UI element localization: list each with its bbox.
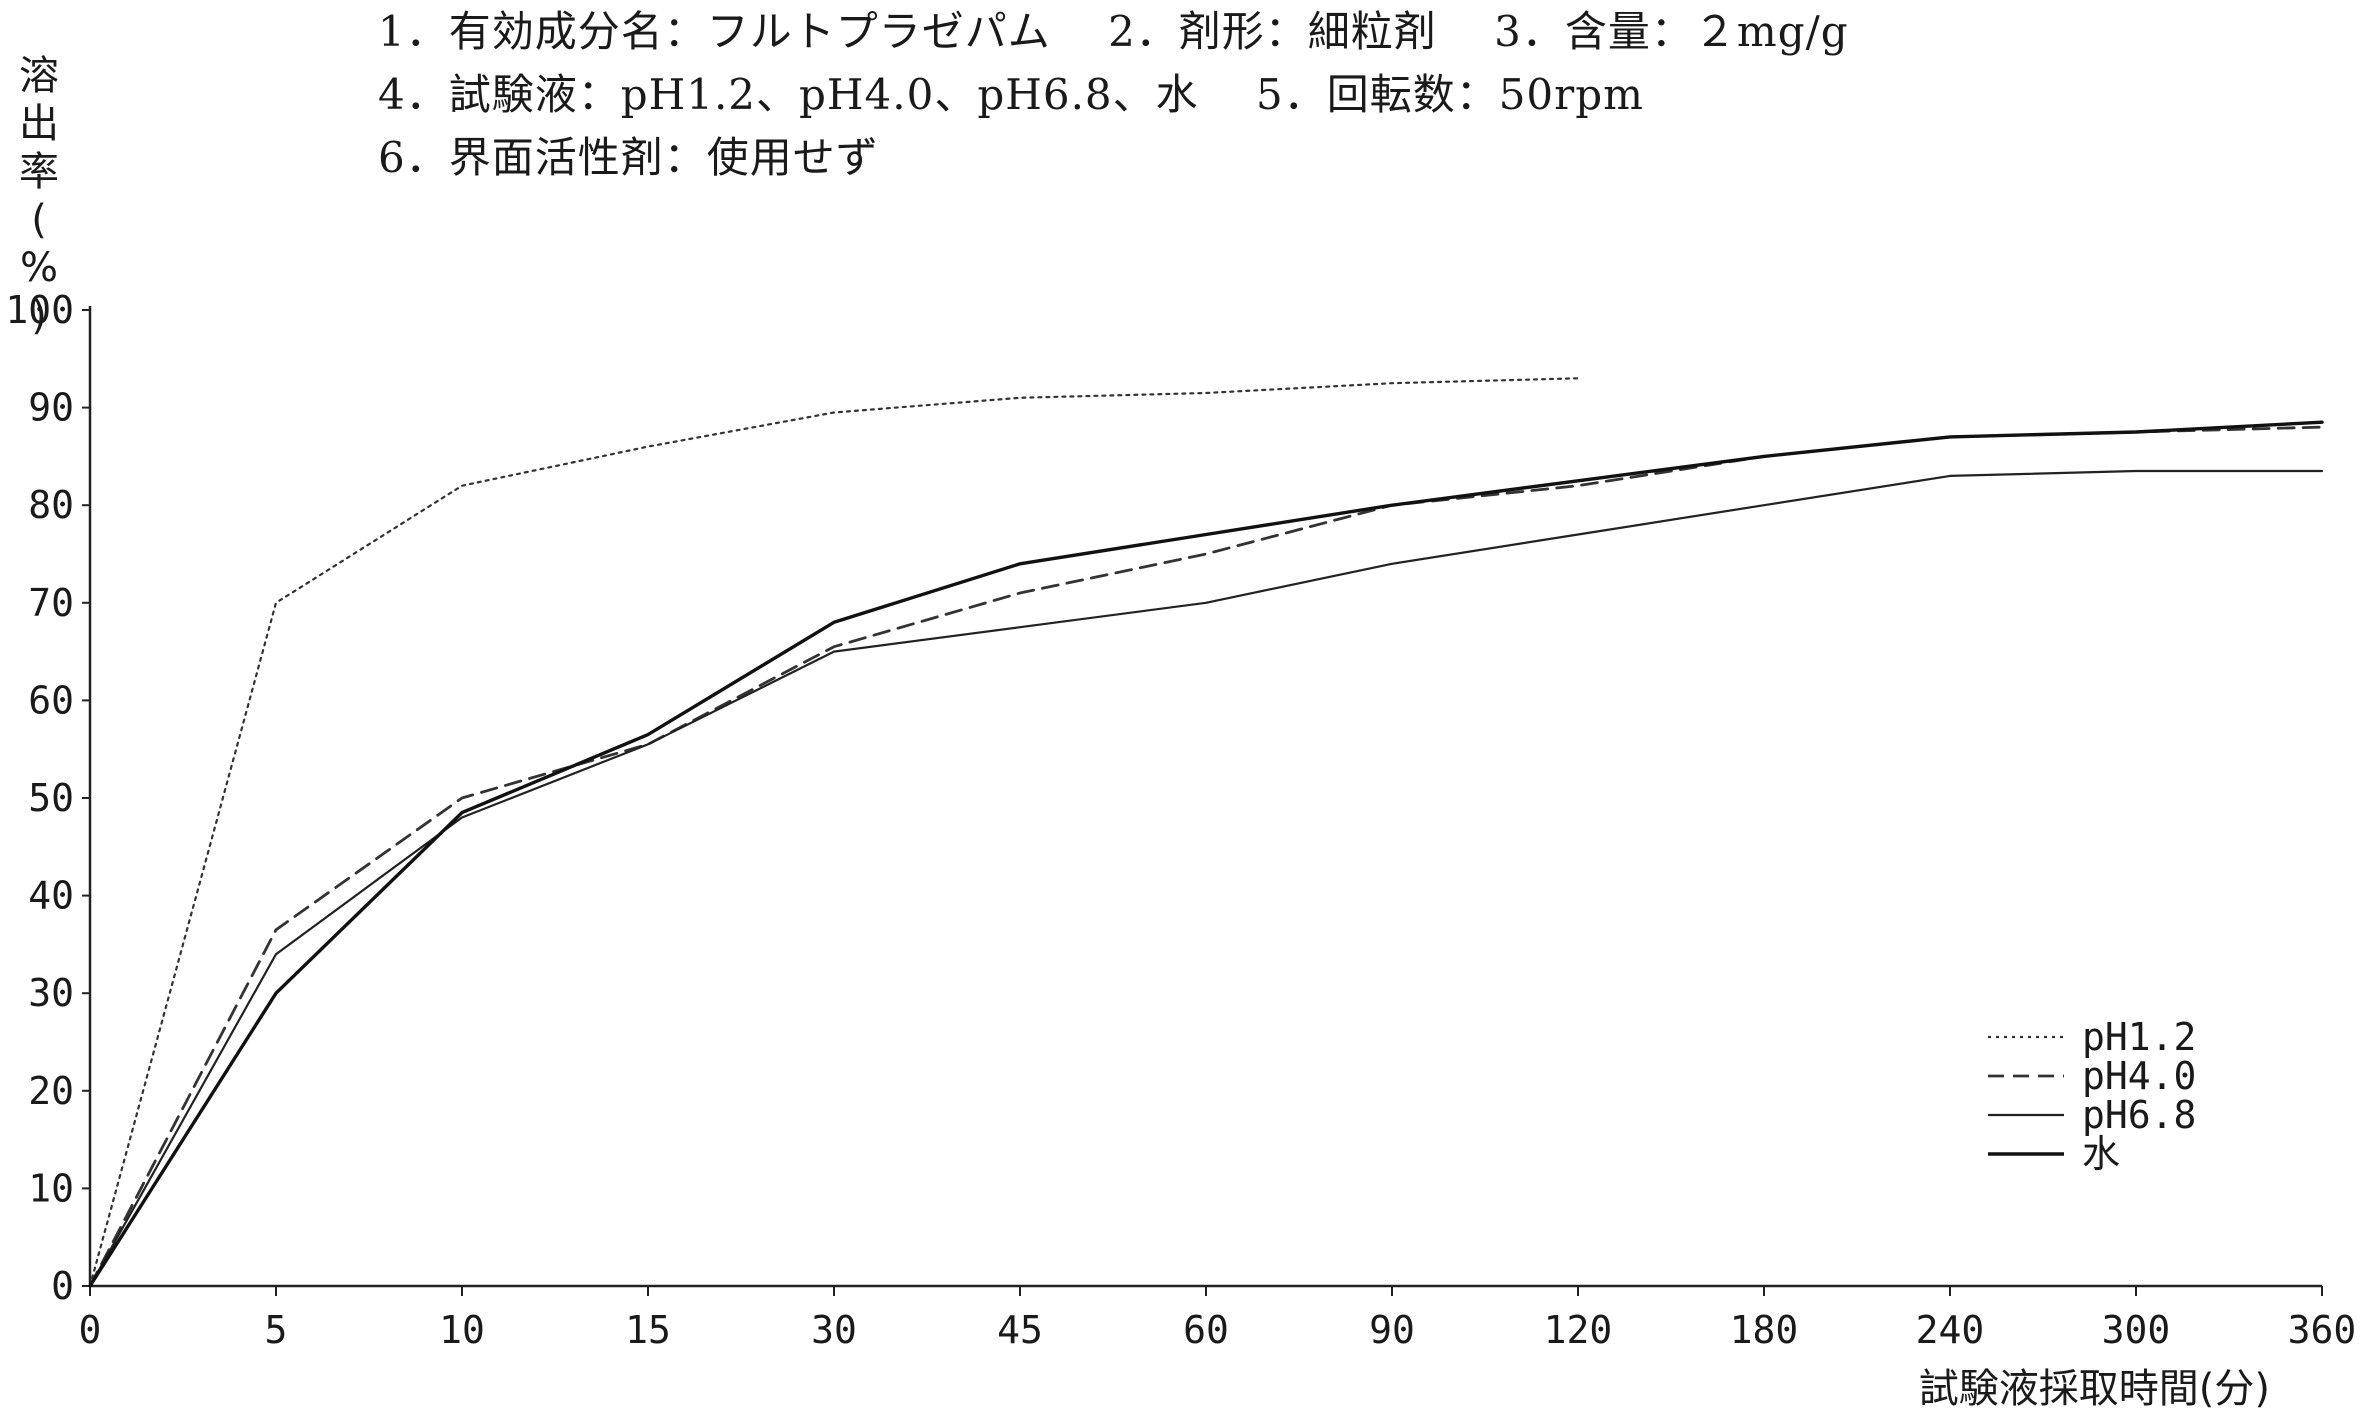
y-tick-label: 20	[28, 1069, 74, 1113]
note-line-3: 6．界面活性剤：使用せず	[378, 133, 879, 182]
note-line-2: 4．試験液：pH1.2、pH4.0、pH6.8、水 5．回転数：50rpm	[378, 70, 1644, 119]
x-tick-label: 15	[625, 1308, 671, 1352]
y-axis-label: 溶出率(%)	[14, 52, 64, 340]
y-tick-label: 60	[28, 678, 74, 722]
y-tick-label: 70	[28, 581, 74, 625]
y-axis-label-char: )	[31, 293, 47, 339]
x-tick-label: 5	[265, 1308, 288, 1352]
legend-label-pH1.2: pH1.2	[2082, 1015, 2196, 1059]
y-tick-label: 0	[51, 1264, 74, 1308]
series-line-pH4.0	[88, 425, 2324, 1288]
x-tick-label: 240	[1916, 1308, 1985, 1352]
x-tick-label: 90	[1369, 1308, 1415, 1352]
y-tick-label: 50	[28, 776, 74, 820]
x-tick-label: 300	[2102, 1308, 2171, 1352]
series-line-水	[88, 420, 2324, 1288]
y-tick-label: 10	[28, 1166, 74, 1210]
y-tick-label: 90	[28, 386, 74, 430]
legend-label-pH4.0: pH4.0	[2082, 1054, 2196, 1098]
x-tick-label: 0	[79, 1308, 102, 1352]
x-axis-label: 試験液採取時間(分)	[1919, 1366, 2270, 1412]
x-tick-label: 360	[2288, 1308, 2357, 1352]
y-axis-label-char: 出	[19, 101, 59, 147]
chart-series	[88, 377, 2324, 1288]
y-tick-label: 80	[28, 483, 74, 527]
y-axis-label-char: %	[19, 245, 58, 291]
x-tick-label: 30	[811, 1308, 857, 1352]
x-tick-label: 10	[439, 1308, 485, 1352]
header-notes: 1．有効成分名：フルトプラゼパム 2．剤形：細粒剤 3．含量：２mg/g 4．試…	[378, 0, 1849, 189]
note-line-1: 1．有効成分名：フルトプラゼパム 2．剤形：細粒剤 3．含量：２mg/g	[378, 7, 1849, 56]
legend-label-pH6.8: pH6.8	[2082, 1093, 2196, 1137]
x-tick-label: 120	[1544, 1308, 1613, 1352]
y-tick-label: 30	[28, 971, 74, 1015]
x-tick-label: 45	[997, 1308, 1043, 1352]
series-line-pH6.8	[88, 469, 2324, 1288]
chart-axes: 0 10 20 30 40 50 60 70 80 90 100 0 5 10 15 30 45 60 90 120 1…	[5, 288, 2356, 1352]
y-axis-label-char: 溶	[19, 53, 59, 99]
y-tick-label: 40	[28, 874, 74, 918]
y-tick-label: 100	[5, 288, 74, 332]
legend-label-水: 水	[2082, 1132, 2120, 1176]
y-axis-label-char: (	[31, 197, 47, 243]
x-tick-label: 180	[1730, 1308, 1799, 1352]
x-tick-label: 60	[1183, 1308, 1229, 1352]
series-line-pH1.2	[88, 377, 1580, 1288]
y-axis-label-char: 率	[19, 149, 59, 195]
